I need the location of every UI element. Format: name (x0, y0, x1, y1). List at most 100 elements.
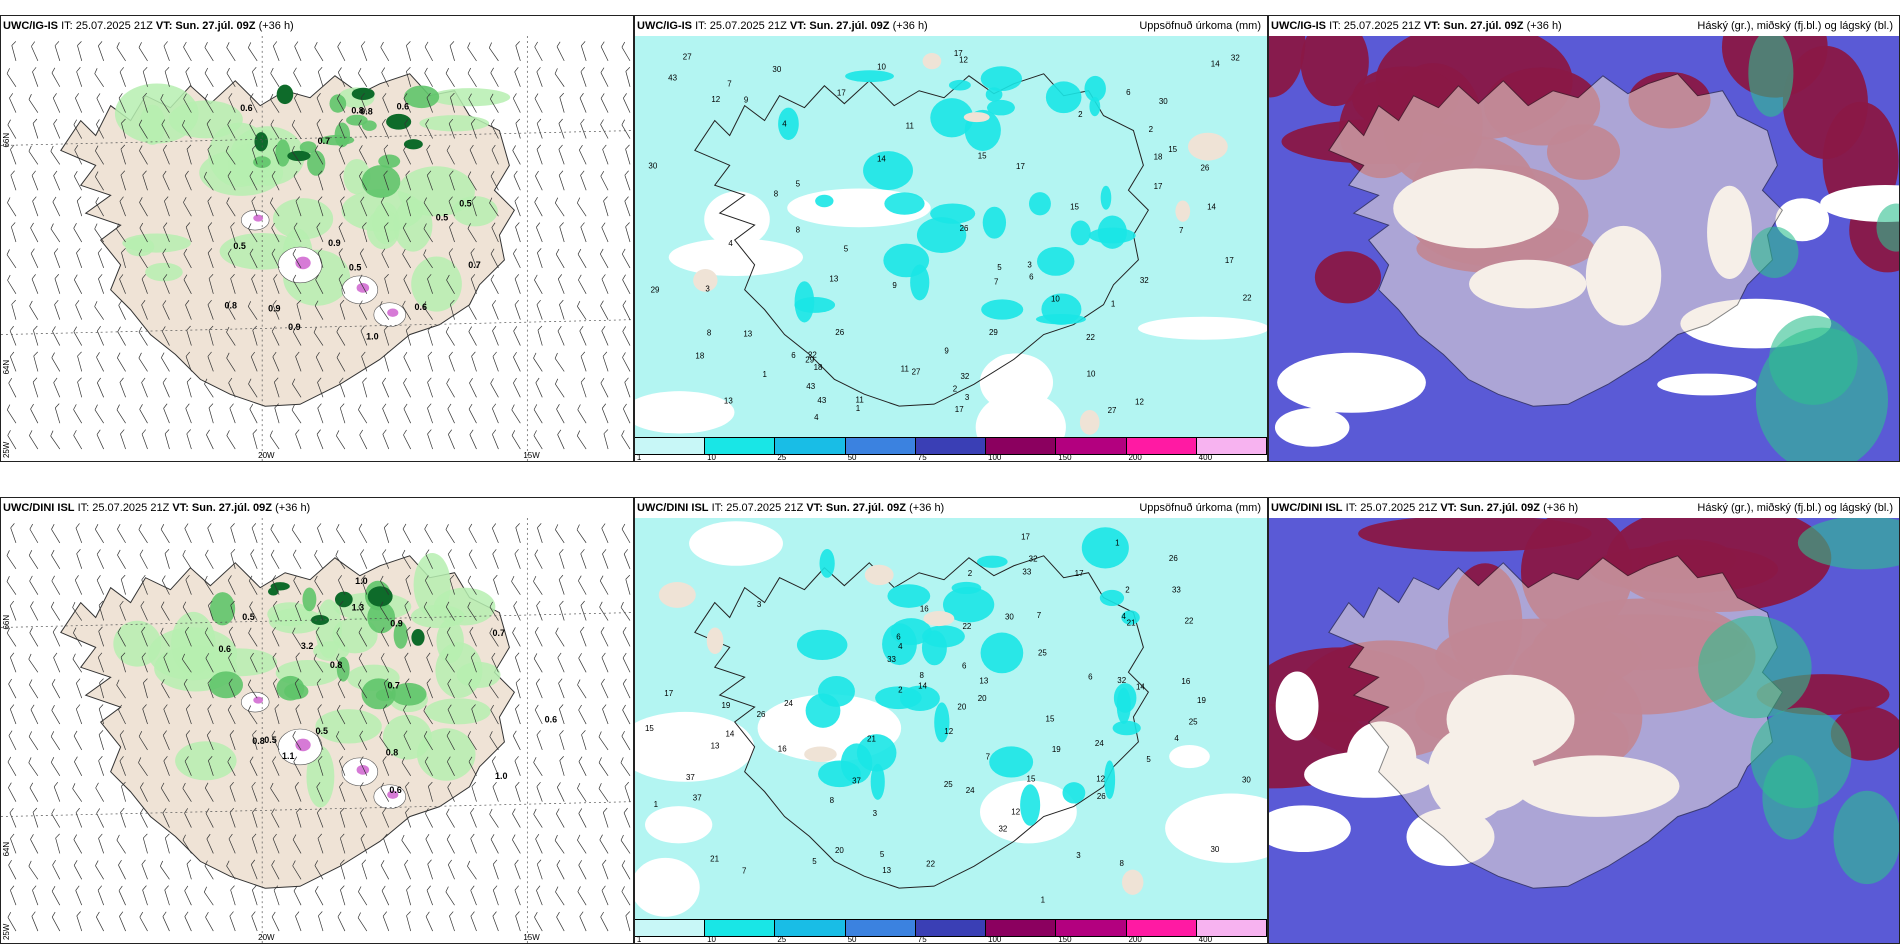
wind-barb (227, 300, 236, 320)
precip-value-label: 26 (757, 710, 766, 719)
wind-barb (116, 42, 126, 62)
wind-barb (559, 299, 565, 320)
wind-barb (622, 627, 631, 647)
wind-barb (534, 704, 543, 725)
wind-barb (339, 756, 346, 776)
wind-barb (271, 222, 280, 243)
wind-barb (182, 601, 192, 621)
wind-barb (601, 403, 609, 424)
colorbar-label: 1 (636, 935, 642, 944)
map-area[interactable] (1269, 518, 1899, 943)
wind-barb (379, 301, 390, 320)
wind-barb (162, 300, 170, 320)
map-area[interactable]: 37 24 20 17 21 26 22 32 30 25 19 16 12 14 33 15 13 8 7 6 5 4 3… (635, 518, 1267, 919)
wind-barb (74, 756, 83, 776)
colorbar-swatch (1056, 438, 1127, 454)
wind-barb (383, 678, 390, 699)
wind-barb (511, 404, 521, 424)
precip-value-label: 20 (835, 846, 844, 855)
wind-barb (358, 627, 368, 647)
wind-barb (471, 704, 477, 725)
wind-barb (51, 911, 61, 932)
high-cloud-area (1300, 36, 1369, 107)
wind-barb (601, 274, 609, 294)
panel-header: UWC/DINI ISL IT: 25.07.2025 21Z VT: Sun.… (635, 498, 1267, 518)
wind-barb (207, 523, 214, 544)
wind-barb (624, 377, 631, 398)
wind-barb (359, 704, 368, 725)
wind-barb (533, 653, 543, 673)
map-area[interactable]: 20W 15W 66N 64N 25W 0.8 0.9 1.0 0.7 0.5 0.6 0.8 0.9 0… (1, 36, 633, 461)
wind-barb (96, 808, 104, 828)
wind-barb (295, 196, 302, 217)
wind-barb (8, 378, 17, 398)
lead-time: (+36 h) (892, 20, 928, 32)
wind-barb (207, 144, 214, 165)
wind-barb (75, 523, 83, 544)
wind-barb (230, 885, 236, 906)
wind-barb (576, 430, 587, 450)
precip-cell (1088, 227, 1136, 244)
colorbar-swatch (705, 438, 776, 454)
wind-barb (625, 574, 631, 595)
precip-value-label: 0.6 (218, 644, 230, 654)
wind-barb (491, 756, 499, 776)
wind-barb (139, 404, 148, 424)
wind-barb (337, 911, 346, 932)
wind-barb (227, 756, 236, 776)
precip-value-label: 5 (997, 263, 1002, 272)
precip-value-label: 22 (963, 622, 972, 631)
wind-barb (534, 549, 543, 569)
wind-barb (622, 678, 631, 699)
wind-barb (119, 600, 126, 621)
wind-barb (578, 704, 587, 725)
precip-value-label: 25 (1038, 649, 1047, 658)
wind-barb (313, 653, 324, 673)
map-area[interactable] (1269, 36, 1899, 461)
wind-barb (600, 627, 609, 647)
wind-barb (317, 66, 324, 87)
clear-sky-area (1275, 671, 1319, 741)
colorbar-swatch (1196, 438, 1267, 454)
wind-barb (382, 549, 390, 569)
wind-barb (515, 222, 521, 243)
wind-barb (556, 911, 565, 932)
land-patch (1121, 869, 1144, 895)
map-panel-p3: UWC/IG-IS IT: 25.07.2025 21Z VT: Sun. 27… (1268, 15, 1900, 462)
model-name: UWC/DINI ISL (3, 502, 75, 514)
wind-barb (493, 574, 499, 595)
wind-barb (625, 911, 631, 932)
map-area[interactable]: 20W 15W 66N 64N 25W 0.6 1.1 3.2 0.8 1.0 0.7 0.9 0.6 0… (1, 518, 633, 943)
wind-barb (533, 808, 543, 828)
wind-barb (76, 248, 83, 269)
wind-barb (120, 652, 126, 673)
precip-patch (145, 262, 183, 282)
wind-barb (273, 600, 280, 621)
wind-barb (513, 601, 521, 621)
precip-value-label: 1 (1115, 538, 1120, 547)
precip-value-label: 6 (1088, 672, 1093, 681)
map-area[interactable]: 10 13 15 22 17 18 29 30 43 32 26 27 12 17 14 11 9 8 7 6 5 4 3 2… (635, 36, 1267, 437)
wind-barb (272, 756, 280, 776)
wind-barb (490, 119, 499, 139)
wind-barb (186, 859, 192, 880)
wind-barb (271, 860, 280, 880)
precip-value-label: 24 (1095, 739, 1104, 748)
wind-barb (32, 196, 39, 217)
wind-barb (514, 652, 521, 673)
wind-barb (515, 704, 521, 725)
wind-barb (96, 377, 104, 398)
wind-barb (425, 575, 433, 595)
wind-barb (98, 833, 105, 854)
wind-barb (119, 196, 126, 217)
wind-barb (138, 352, 148, 372)
precip-value-label: 6 (962, 661, 967, 670)
wind-barb (143, 678, 148, 699)
wind-barb (490, 704, 499, 725)
wind-barb (296, 807, 302, 828)
wind-barb (292, 378, 302, 398)
wind-barb (316, 118, 324, 139)
wind-barb (426, 92, 433, 113)
wind-barb (511, 575, 521, 595)
precip-value-label: 2 (953, 384, 958, 393)
